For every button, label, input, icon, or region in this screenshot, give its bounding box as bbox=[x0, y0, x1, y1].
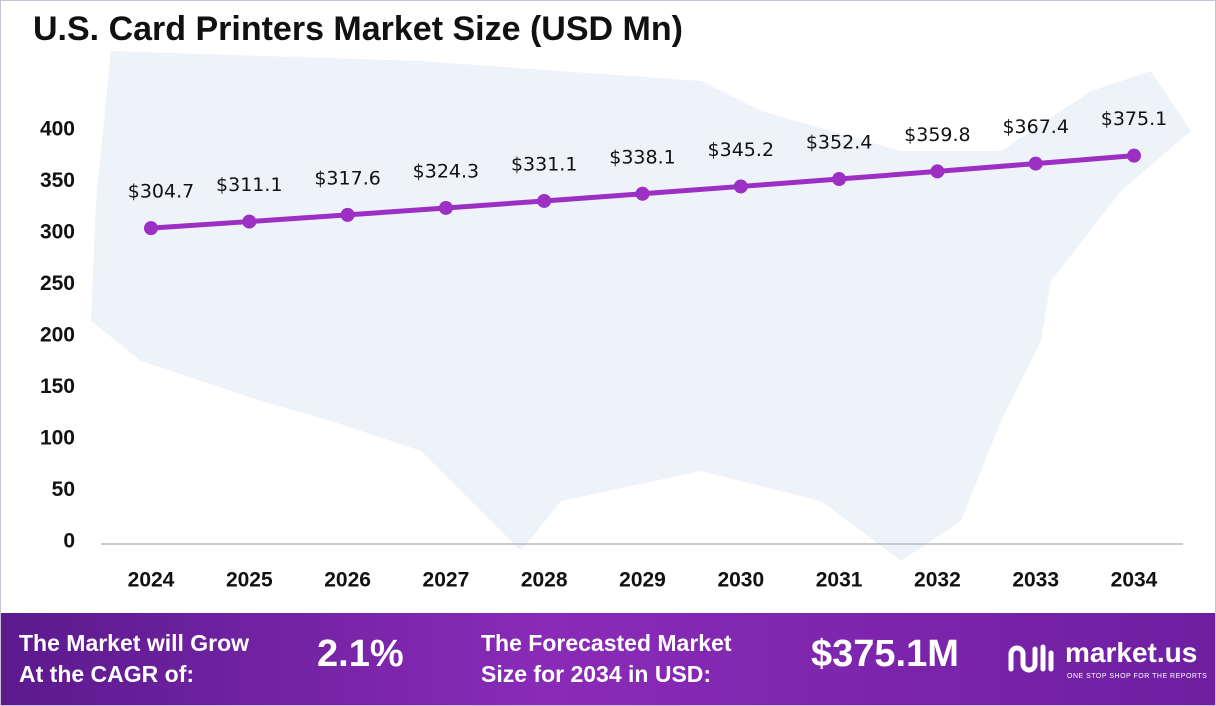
footer: The Market will Grow At the CAGR of: 2.1%… bbox=[1, 613, 1215, 705]
marker bbox=[1127, 148, 1141, 163]
x-tick-label: 2026 bbox=[324, 569, 371, 592]
cagr-label: The Market will Grow At the CAGR of: bbox=[19, 628, 249, 690]
value-label: $367.4 bbox=[1002, 116, 1068, 138]
brand-logo bbox=[1008, 644, 1054, 673]
marker bbox=[537, 193, 552, 208]
forecast-label-line: The Forecasted Market bbox=[481, 630, 732, 656]
marker bbox=[340, 207, 355, 222]
y-tick-label: 350 bbox=[40, 169, 75, 192]
tagline: ONE STOP SHOP FOR THE REPORTS bbox=[1067, 673, 1208, 680]
forecast-label: The Forecasted Market Size for 2034 in US… bbox=[481, 628, 732, 690]
value-label: $338.1 bbox=[609, 146, 675, 168]
value-label: $311.1 bbox=[216, 174, 282, 196]
x-tick-label: 2029 bbox=[619, 569, 666, 592]
background-map bbox=[91, 51, 1191, 561]
value-label: $304.7 bbox=[128, 181, 194, 203]
forecast-label-line: Size for 2034 in USD: bbox=[481, 661, 712, 687]
y-tick-label: 0 bbox=[63, 530, 75, 553]
x-tick-label: 2024 bbox=[128, 569, 175, 592]
marker bbox=[635, 186, 650, 201]
marker bbox=[144, 221, 158, 236]
value-label: $345.2 bbox=[708, 139, 774, 161]
y-tick-label: 400 bbox=[40, 118, 75, 141]
brand: market.us bbox=[1065, 637, 1198, 668]
x-tick-label: 2025 bbox=[226, 569, 273, 592]
x-tick-label: 2032 bbox=[914, 569, 961, 592]
y-tick-label: 150 bbox=[40, 375, 75, 398]
chart: U.S. Card Printers Market Size (USD Mn) … bbox=[33, 10, 1191, 592]
value-label: $324.3 bbox=[413, 160, 479, 182]
marker bbox=[733, 179, 748, 194]
value-label: $352.4 bbox=[806, 132, 872, 154]
x-tick-label: 2033 bbox=[1012, 569, 1059, 592]
chart-title: U.S. Card Printers Market Size (USD Mn) bbox=[33, 10, 683, 48]
y-tick-label: 50 bbox=[52, 478, 75, 501]
y-tick-label: 250 bbox=[40, 272, 75, 295]
value-label: $375.1 bbox=[1101, 108, 1167, 130]
marker bbox=[1028, 156, 1043, 171]
y-tick-label: 300 bbox=[40, 221, 75, 244]
x-tick-label: 2031 bbox=[816, 569, 863, 592]
cagr-label-line: The Market will Grow bbox=[19, 630, 250, 656]
y-tick-label: 200 bbox=[40, 324, 75, 347]
value-label: $359.8 bbox=[904, 124, 970, 146]
marker bbox=[832, 172, 847, 187]
marker bbox=[438, 200, 453, 215]
x-tick-label: 2030 bbox=[717, 569, 764, 592]
forecast-value: $375.1M bbox=[811, 633, 959, 675]
x-tick-label: 2027 bbox=[423, 569, 470, 592]
marker bbox=[930, 164, 945, 179]
value-label: $317.6 bbox=[314, 167, 380, 189]
cagr-value: 2.1% bbox=[317, 633, 404, 675]
marker bbox=[242, 214, 257, 229]
value-label: $331.1 bbox=[511, 153, 577, 175]
x-tick-label: 2028 bbox=[521, 569, 568, 592]
cagr-label-line: At the CAGR of: bbox=[19, 661, 195, 687]
x-tick-label: 2034 bbox=[1111, 569, 1158, 592]
y-tick-label: 100 bbox=[40, 427, 75, 450]
